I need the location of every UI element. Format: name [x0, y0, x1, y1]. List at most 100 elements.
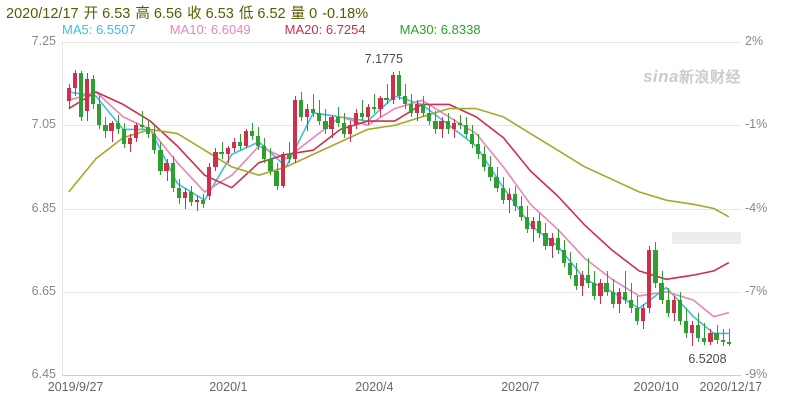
- candle-body: [225, 148, 230, 155]
- candle-body: [213, 152, 218, 167]
- candle-body: [427, 112, 432, 122]
- candle-body: [696, 325, 701, 338]
- candle-body: [714, 333, 719, 340]
- plot-area: 7.1775 6.5208: [62, 42, 741, 375]
- candle-body: [292, 100, 297, 159]
- candle-body: [121, 129, 126, 144]
- candle-wick: [313, 94, 314, 117]
- y-axis-percent: -9% -7% -4% -1% 2%: [741, 34, 793, 381]
- candle-body: [201, 200, 206, 205]
- legend-ma20: MA20: 6.7254: [284, 22, 366, 37]
- candle-body: [390, 75, 395, 101]
- candle-wick: [362, 100, 363, 122]
- candle-wick: [723, 329, 724, 346]
- candle-body: [635, 308, 640, 321]
- candle-wick: [228, 146, 229, 163]
- y-tick-percent: -9%: [745, 367, 768, 381]
- candle-wick: [289, 141, 290, 163]
- candle-body: [439, 121, 444, 130]
- candle-body: [531, 220, 536, 230]
- ma-line-ma20: [68, 91, 730, 281]
- candle-body: [543, 233, 548, 246]
- candle-body: [653, 250, 658, 284]
- change-label: -0.18%: [322, 6, 369, 22]
- candle-body: [298, 100, 304, 117]
- candle-body: [690, 325, 695, 334]
- candle-body: [78, 73, 84, 117]
- watermark-text: 新浪财经: [678, 69, 741, 86]
- candle-body: [598, 283, 603, 296]
- candle-body: [384, 98, 389, 101]
- ma-legend: MA5: 6.5507 MA10: 6.6049 MA20: 6.7254 MA30:…: [62, 22, 515, 37]
- candle-body: [506, 193, 511, 201]
- candle-body: [268, 158, 273, 172]
- candle-wick: [307, 104, 308, 132]
- candle-body: [305, 108, 310, 117]
- candle-body: [659, 283, 664, 301]
- candle-body: [360, 112, 365, 117]
- candle-body: [85, 79, 90, 111]
- gridline: [62, 42, 741, 43]
- candle-wick: [460, 114, 461, 130]
- candle-wick: [197, 196, 198, 211]
- candle-wick: [222, 141, 223, 159]
- candle-wick: [112, 121, 113, 142]
- candle-body: [280, 154, 285, 186]
- candle-wick: [252, 123, 253, 140]
- candle-body: [592, 283, 597, 296]
- candle-body: [683, 320, 689, 334]
- candle-body: [311, 108, 316, 113]
- y-tick-percent: -4%: [745, 200, 768, 215]
- candle-body: [103, 125, 108, 132]
- candle-wick: [692, 320, 693, 346]
- y-axis-price: 6.45 6.65 6.85 7.05 7.25: [0, 34, 60, 381]
- candle-body: [396, 75, 401, 97]
- candle-body: [641, 308, 646, 321]
- candle-body: [677, 300, 682, 321]
- candle-body: [207, 166, 212, 196]
- candle-body: [573, 275, 579, 286]
- candle-body: [317, 112, 322, 122]
- candle-wick: [387, 83, 388, 105]
- candle-body: [549, 237, 554, 246]
- candle-body: [708, 333, 713, 342]
- x-tick: 2020/7: [501, 380, 540, 394]
- candle-body: [158, 150, 163, 172]
- ma-line-ma10: [68, 91, 730, 318]
- candle-body: [555, 237, 560, 251]
- candle-body: [378, 98, 383, 109]
- candle-body: [445, 121, 450, 130]
- candle-body: [372, 106, 377, 109]
- candle-body: [537, 220, 542, 234]
- y-tick-price: 7.25: [31, 34, 56, 48]
- candle-body: [115, 123, 120, 130]
- candle-body: [525, 216, 530, 230]
- candle-body: [463, 125, 469, 134]
- candle-body: [188, 191, 194, 203]
- candle-body: [567, 262, 572, 276]
- quote-header: 2020/12/17 开 6.53 高 6.56 收 6.53 低 6.52 量 0 -0.…: [0, 0, 793, 42]
- low-label: 低 6.52: [238, 6, 286, 22]
- candle-body: [341, 123, 346, 134]
- quote-summary: 2020/12/17 开 6.53 高 6.56 收 6.53 低 6.52 量 0 -0.…: [6, 2, 373, 23]
- ma-line-ma30: [68, 107, 730, 218]
- highlight-band: [672, 232, 741, 244]
- candle-body: [470, 133, 475, 144]
- candle-wick: [142, 110, 143, 130]
- candle-body: [415, 104, 420, 113]
- candle-body: [671, 300, 676, 313]
- volume-label: 量 0: [290, 6, 318, 22]
- x-tick: 2020/10: [633, 380, 679, 394]
- candle-body: [133, 125, 139, 138]
- candle-body: [580, 275, 585, 286]
- candle-body: [219, 152, 224, 155]
- y-tick-price: 6.85: [31, 200, 56, 215]
- candle-body: [72, 73, 77, 88]
- y-tick-percent: -7%: [745, 283, 768, 298]
- candle-body: [604, 283, 609, 292]
- candle-wick: [704, 322, 705, 346]
- candle-body: [237, 141, 242, 147]
- gridline: [62, 208, 741, 210]
- candle-wick: [374, 94, 375, 113]
- candle-body: [146, 127, 151, 134]
